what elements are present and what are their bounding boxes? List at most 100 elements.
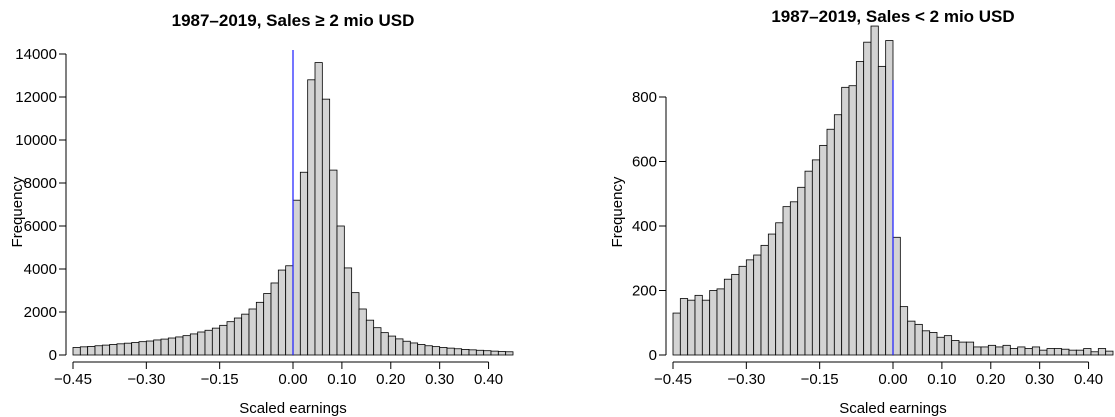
histogram-bar <box>277 269 287 356</box>
histogram-bar <box>819 144 828 356</box>
histogram-bar <box>980 346 989 356</box>
histogram-bar <box>973 346 982 356</box>
histogram-bar <box>811 159 821 356</box>
histogram-bar <box>841 86 850 356</box>
histogram-bar <box>453 348 463 356</box>
histogram-bar <box>109 344 118 356</box>
histogram-bar <box>1009 348 1019 356</box>
histogram-bar <box>1053 348 1063 356</box>
y-axis-label: Frequency <box>9 176 26 247</box>
x-tick-label: −0.45 <box>54 371 92 388</box>
x-tick-label: −0.15 <box>201 371 239 388</box>
histogram-bar <box>892 236 901 356</box>
y-tick-label: 600 <box>632 154 657 171</box>
histogram-bar <box>833 114 843 356</box>
histogram-bar <box>870 25 879 356</box>
histogram-bar <box>417 344 426 356</box>
histogram-bar <box>1002 344 1011 356</box>
histogram-bar <box>211 327 221 356</box>
histogram-bar <box>1046 348 1055 356</box>
histogram-bar <box>131 342 140 356</box>
histogram-bar <box>1017 346 1026 356</box>
y-tick-label: 200 <box>632 283 657 300</box>
histogram-bar <box>804 170 813 356</box>
histogram-bar <box>197 331 206 356</box>
histogram-bar <box>1024 348 1033 356</box>
y-tick-label: 10000 <box>15 132 57 149</box>
x-axis-label: Scaled earnings <box>839 400 947 417</box>
histogram-bar <box>255 301 265 356</box>
histogram-bar <box>907 320 916 356</box>
histogram-bar <box>233 317 243 356</box>
y-tick-label: 400 <box>632 218 657 235</box>
histogram-bar <box>87 345 96 356</box>
histogram-bar <box>767 233 777 356</box>
histogram-bar <box>307 79 316 356</box>
histogram-bar <box>505 351 514 356</box>
histogram-bar <box>877 65 887 356</box>
histogram-bar <box>101 344 111 356</box>
y-tick-label: 0 <box>49 347 57 364</box>
histogram-bar <box>775 222 784 356</box>
histogram-bar <box>709 290 718 356</box>
panel-small-firms: 1987–2019, Sales < 2 mio USD Scaled earn… <box>609 7 1114 417</box>
histogram-bar <box>336 225 345 356</box>
y-tick-label: 4000 <box>24 261 57 278</box>
histogram-bar <box>380 332 389 356</box>
histogram-bar <box>1031 346 1041 356</box>
histogram-bar <box>701 299 711 356</box>
histogram-bar <box>145 340 155 356</box>
histogram-bar <box>446 347 455 356</box>
histogram-bar <box>475 349 485 356</box>
histogram-bar <box>395 338 404 356</box>
x-tick-label: 0.20 <box>376 371 405 388</box>
histogram-bar <box>789 201 799 356</box>
histogram-bar <box>797 186 806 356</box>
histogram-bar <box>79 346 89 356</box>
histogram-bar <box>431 346 441 356</box>
histogram-bar <box>248 308 257 356</box>
histogram-bar <box>1105 350 1114 356</box>
histogram-bar <box>175 336 184 356</box>
histogram-bar <box>226 321 235 356</box>
histogram-bar <box>123 342 133 356</box>
histogram-bar <box>723 278 733 356</box>
histogram-bar <box>189 333 199 356</box>
histogram-bar <box>409 342 419 356</box>
histogram-bar <box>402 340 411 356</box>
histogram-bar <box>1039 349 1048 356</box>
histogram-bar <box>358 308 367 356</box>
x-tick-label: 0.00 <box>278 371 307 388</box>
histogram-bar <box>182 335 191 356</box>
y-tick-label: 0 <box>649 347 657 364</box>
histogram-bar <box>351 292 360 356</box>
histogram-bar <box>321 98 331 356</box>
y-axis-label: Frequency <box>609 176 626 247</box>
histogram-bar <box>863 41 872 356</box>
histogram-bar <box>241 313 250 356</box>
bars <box>672 25 1114 356</box>
histogram-bar <box>738 265 747 356</box>
histogram-bar <box>687 299 696 356</box>
x-axis-label: Scaled earnings <box>239 400 347 417</box>
histogram-bar <box>387 335 397 356</box>
histogram-bar <box>899 306 909 356</box>
histogram-bar <box>373 327 382 356</box>
bars <box>72 62 514 356</box>
histogram-bar <box>365 319 375 356</box>
histogram-bar <box>72 347 81 356</box>
histogram-bar <box>1068 349 1077 356</box>
histogram-bar <box>951 340 960 356</box>
histogram-bar <box>314 62 323 356</box>
y-tick-label: 8000 <box>24 175 57 192</box>
x-tick-label: 0.30 <box>1025 371 1054 388</box>
histogram-bar <box>285 265 294 356</box>
y-tick-label: 800 <box>632 89 657 106</box>
histogram-bar <box>94 345 103 356</box>
histogram-bar <box>679 298 689 356</box>
histogram-bar <box>694 294 703 356</box>
histogram-bar <box>263 293 272 356</box>
histogram-bar <box>914 323 923 356</box>
histogram-bar <box>497 351 507 356</box>
histogram-bar <box>116 343 125 356</box>
